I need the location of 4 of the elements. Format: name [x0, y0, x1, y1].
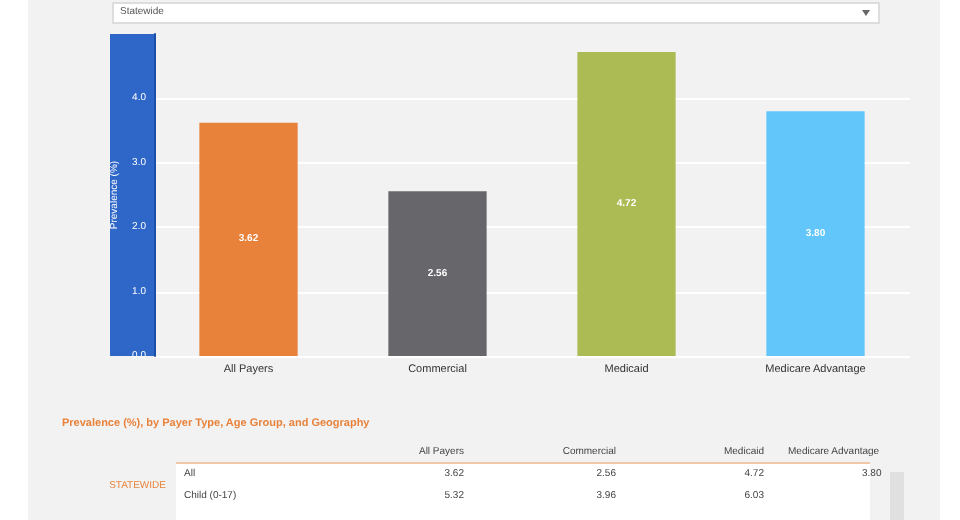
bar	[577, 52, 676, 356]
bar	[766, 111, 865, 356]
bar	[199, 122, 298, 356]
bar	[388, 191, 487, 356]
